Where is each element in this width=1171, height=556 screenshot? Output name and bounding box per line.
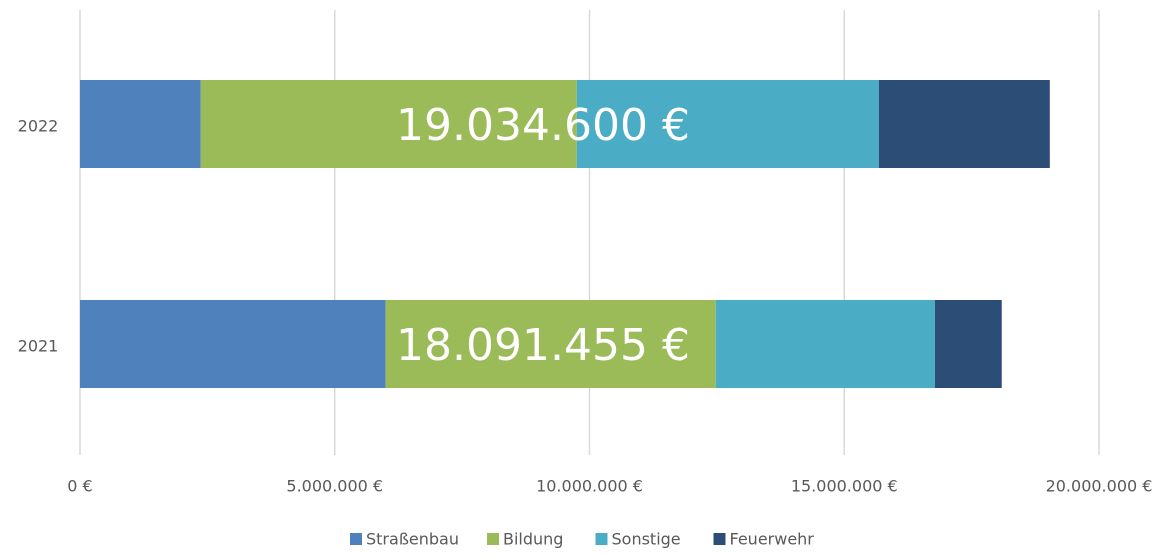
bar-segment: [80, 80, 201, 168]
legend-swatch: [713, 533, 726, 545]
bar-segment: [80, 300, 386, 388]
x-tick-label: 15.000.000 €: [791, 477, 898, 496]
x-tick-label: 10.000.000 €: [536, 477, 643, 496]
x-tick-label: 0 €: [67, 477, 92, 496]
bar-segment: [385, 300, 716, 388]
bar-segment: [878, 80, 1050, 168]
legend-swatch: [350, 533, 362, 545]
total-label: 18.091.455 €: [396, 320, 690, 371]
bar-segment: [576, 80, 879, 168]
legend-label: Feuerwehr: [730, 530, 815, 549]
y-tick-label: 2021: [18, 337, 59, 356]
bar-segment: [200, 80, 577, 168]
total-label: 19.034.600 €: [396, 100, 690, 151]
legend-label: Bildung: [503, 530, 563, 549]
bar-segment: [715, 300, 935, 388]
x-tick-label: 20.000.000 €: [1046, 477, 1153, 496]
legend-label: Sonstige: [612, 530, 681, 549]
legend-swatch: [595, 533, 608, 545]
bar-segment: [934, 300, 1002, 388]
legend-swatch: [487, 533, 499, 545]
y-tick-label: 2022: [18, 117, 59, 136]
x-tick-label: 5.000.000 €: [286, 477, 383, 496]
legend-label: Straßenbau: [366, 530, 459, 549]
